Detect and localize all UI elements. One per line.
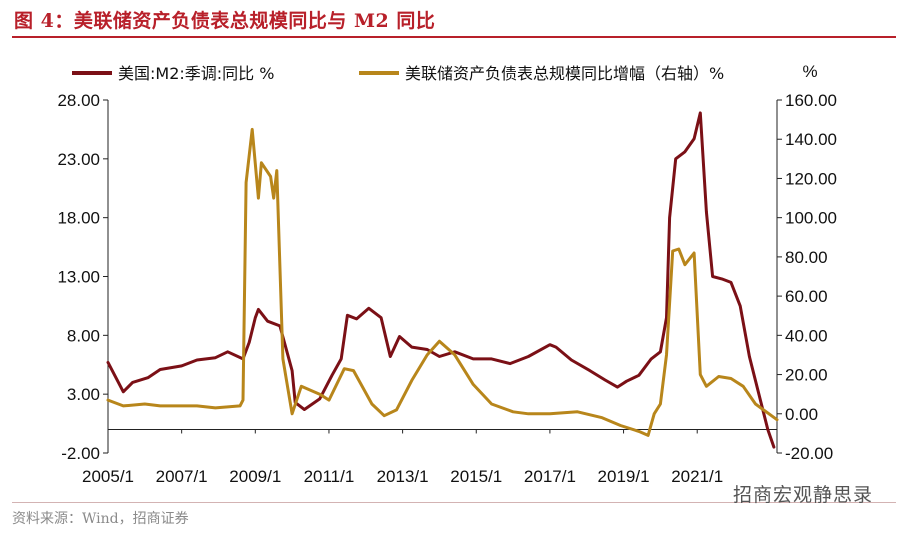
x-tick-label: 2019/1 [598,467,650,486]
right-axis-unit: % [802,62,817,81]
x-tick-label: 2021/1 [671,467,723,486]
left-tick-label: 8.00 [67,326,100,345]
title-rule [12,36,896,38]
x-tick-label: 2009/1 [229,467,281,486]
x-tick-label: 2007/1 [156,467,208,486]
right-tick-label: 100.00 [785,209,837,228]
x-tick-label: 2011/1 [304,467,355,486]
right-tick-label: -20.00 [785,444,833,463]
figure-title: 图 4：美联储资产负债表总规模同比与 M2 同比 [14,10,436,32]
chart: 28.00 23.00 18.00 13.00 8.00 3.00 -2.00 160.00 1… [57,62,837,486]
x-tick-label: 2005/1 [82,467,134,486]
left-tick-label: 13.00 [57,268,100,287]
series-line-us-m2-yoy [106,111,776,449]
right-tick-label: 160.00 [785,91,837,110]
watermark: 招商宏观静思录 [732,484,873,506]
legend-label-us-m2-yoy: 美国:M2:季调:同比 % [118,64,274,83]
source-note: 资料来源：Wind，招商证券 [12,511,189,527]
right-tick-label: 80.00 [785,248,828,267]
left-tick-label: -2.00 [61,444,100,463]
left-tick-label: 28.00 [57,91,100,110]
right-tick-label: 40.00 [785,326,828,345]
series-line-fed-balance-sheet-yoy [106,127,779,437]
x-tick-label: 2013/1 [377,467,429,486]
right-tick-label: 20.00 [785,366,828,385]
left-tick-label: 3.00 [67,385,100,404]
right-tick-label: 60.00 [785,287,828,306]
bottom-rule [12,502,896,503]
left-tick-label: 23.00 [57,150,100,169]
x-tick-label: 2015/1 [450,467,502,486]
right-tick-label: 120.00 [785,169,837,188]
legend-label-fed-balance-sheet-yoy: 美联储资产负债表总规模同比增幅（右轴）% [405,64,724,83]
right-tick-label: 140.00 [785,130,837,149]
x-tick-label: 2017/1 [524,467,576,486]
left-tick-label: 18.00 [57,209,100,228]
right-tick-label: 0.00 [785,405,818,424]
